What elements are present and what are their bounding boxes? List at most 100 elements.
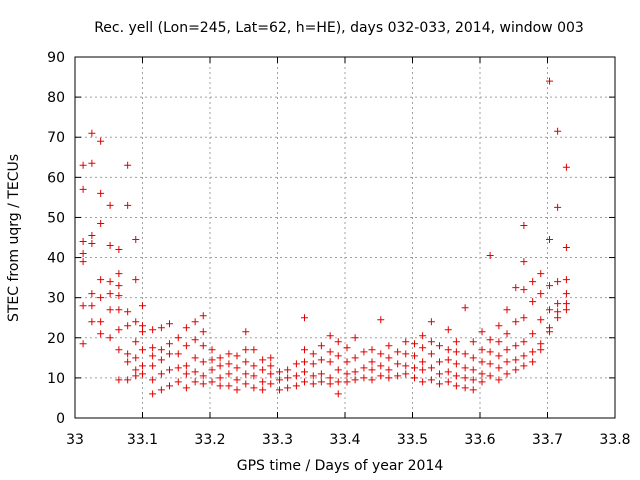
y-tick-label: 80 [47,90,65,106]
data-point [512,284,520,292]
data-point [199,328,207,336]
data-point [174,364,182,372]
data-point [301,378,308,386]
data-point [503,306,511,314]
data-point [124,350,132,358]
data-point [97,276,105,284]
data-point [115,306,123,314]
data-point [554,203,562,211]
data-point [486,348,494,356]
data-point [368,366,376,374]
data-point [149,390,157,398]
data-point [208,378,216,386]
data-point [562,306,570,314]
y-tick-label: 40 [47,251,65,267]
data-point [554,278,562,286]
data-point [225,350,233,358]
y-tick-labels: 0 10 20 30 40 50 60 70 80 90 [47,50,65,427]
data-point [478,358,486,366]
data-point [444,378,452,386]
data-point [360,364,368,372]
data-point [124,322,132,330]
data-point [233,352,241,360]
data-point [292,360,300,368]
data-point [139,370,146,378]
data-point [461,350,469,358]
data-point [106,201,114,209]
data-point [233,376,241,384]
data-point [199,312,207,320]
data-point [106,242,114,250]
data-point [520,258,528,266]
data-point [182,342,190,350]
data-point [199,372,207,380]
data-point [301,346,308,354]
data-point [512,342,520,350]
data-point [191,318,199,326]
data-point [495,322,503,330]
data-point [546,236,554,244]
data-point [292,382,300,390]
data-point [106,306,114,314]
data-point [385,342,393,350]
data-point [166,320,173,328]
data-point [351,376,359,384]
x-tick-label: 33.3 [262,432,293,448]
data-point [334,338,342,346]
data-point [436,358,443,366]
data-point [317,356,325,364]
data-point [486,252,494,260]
data-point [503,370,511,378]
data-point [115,246,123,254]
data-point [106,290,114,298]
data-point [562,163,570,171]
data-point [495,338,503,346]
data-point [216,354,224,362]
data-point [537,290,545,298]
data-point [444,368,452,376]
data-point [343,358,351,366]
data-point [427,338,435,346]
data-point [250,372,258,380]
data-point [149,344,157,352]
data-point [495,352,503,360]
data-point [385,374,393,382]
data-point [529,278,537,286]
data-point [377,372,385,380]
data-point [546,306,554,314]
data-point [419,332,427,340]
data-point [326,348,334,356]
data-point [334,390,342,398]
data-point [452,348,460,356]
data-point [132,236,140,244]
data-point [132,372,140,380]
data-point [512,318,520,326]
data-point [326,374,334,382]
data-point [461,384,469,392]
data-point [469,366,477,374]
data-point [174,334,182,342]
data-point [402,370,410,378]
data-point [469,386,477,394]
data-point [106,278,114,286]
data-point [97,330,105,338]
data-point [250,362,258,370]
data-point [419,344,427,352]
data-point [503,330,511,338]
data-point [115,292,123,300]
x-tick-label: 33.5 [397,432,428,448]
data-point [250,384,258,392]
data-point [503,346,511,354]
data-point [436,370,443,378]
data-point [486,336,494,344]
data-point [334,352,342,360]
data-point [343,370,351,378]
data-point [191,378,199,386]
data-point [385,366,393,374]
data-point [124,308,132,316]
data-point [478,378,486,386]
data-point [259,356,267,364]
data-point [343,378,351,386]
data-point [267,370,275,378]
data-point [461,304,469,312]
